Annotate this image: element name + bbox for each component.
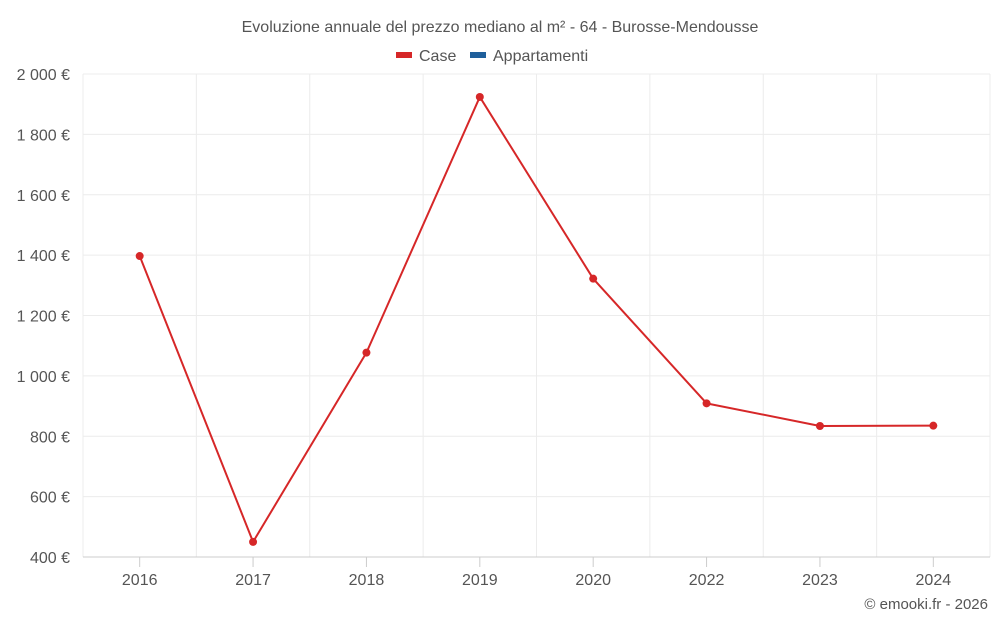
x-tick-label: 2020: [575, 572, 611, 589]
x-axis-ticks: 2016 2017 2018 2019 2020 2022 2023 2024: [122, 557, 951, 589]
legend-label-case: Case: [419, 48, 456, 65]
data-point-2023[interactable]: [815, 421, 824, 430]
series-line-case: [138, 95, 934, 543]
x-tick-label: 2024: [916, 572, 952, 589]
y-tick-label: 1 800 €: [17, 127, 70, 144]
x-tick-label: 2019: [462, 572, 498, 589]
legend-swatch-case: [396, 52, 412, 58]
y-tick-label: 800 €: [30, 429, 70, 446]
series: [135, 92, 938, 546]
x-tick-label: 2018: [349, 572, 385, 589]
y-tick-label: 1 200 €: [17, 309, 70, 326]
x-tick-label: 2016: [122, 572, 158, 589]
data-point-2022[interactable]: [702, 399, 711, 408]
y-tick-label: 1 600 €: [17, 188, 70, 205]
legend-label-appartamenti: Appartamenti: [493, 48, 588, 65]
grid: [82, 73, 991, 557]
x-tick-label: 2022: [689, 572, 725, 589]
x-tick-label: 2017: [235, 572, 271, 589]
data-point-2019[interactable]: [475, 92, 484, 101]
credit: © emooki.fr - 2026: [864, 596, 988, 613]
y-tick-label: 600 €: [30, 490, 70, 507]
x-tick-label: 2023: [802, 572, 838, 589]
data-point-2018[interactable]: [362, 348, 371, 357]
legend: Case Appartamenti: [396, 48, 588, 65]
data-point-2017[interactable]: [249, 537, 258, 546]
y-tick-label: 2 000 €: [17, 67, 70, 84]
data-point-2020[interactable]: [589, 274, 598, 283]
y-tick-label: 1 000 €: [17, 369, 70, 386]
legend-item-appartamenti[interactable]: Appartamenti: [470, 48, 588, 65]
data-point-2016[interactable]: [135, 252, 144, 261]
y-axis-ticks: 400 € 600 € 800 € 1 000 € 1 200 € 1 400 € 1 60…: [17, 67, 70, 567]
legend-swatch-appartamenti: [470, 52, 486, 58]
chart-title: Evoluzione annuale del prezzo mediano al…: [242, 19, 759, 36]
data-point-2024[interactable]: [929, 421, 938, 430]
y-tick-label: 400 €: [30, 550, 70, 567]
y-tick-label: 1 400 €: [17, 248, 70, 265]
legend-item-case[interactable]: Case: [396, 48, 456, 65]
